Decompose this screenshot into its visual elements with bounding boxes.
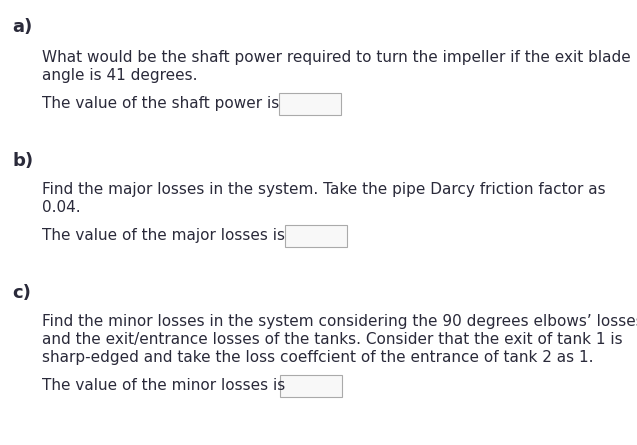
Text: a): a) (12, 18, 32, 36)
Text: and the exit/entrance losses of the tanks. Consider that the exit of tank 1 is: and the exit/entrance losses of the tank… (42, 332, 622, 347)
Text: Find the minor losses in the system considering the 90 degrees elbows’ losses: Find the minor losses in the system cons… (42, 314, 637, 329)
Text: angle is 41 degrees.: angle is 41 degrees. (42, 68, 197, 83)
Text: What would be the shaft power required to turn the impeller if the exit blade: What would be the shaft power required t… (42, 50, 631, 65)
Text: b): b) (12, 152, 33, 170)
Text: sharp-edged and take the loss coeffcient of the entrance of tank 2 as 1.: sharp-edged and take the loss coeffcient… (42, 350, 594, 365)
Text: c): c) (12, 284, 31, 302)
Text: The value of the major losses is: The value of the major losses is (42, 228, 285, 243)
Bar (280, 375, 342, 397)
Bar (279, 93, 341, 115)
Text: 0.04.: 0.04. (42, 200, 81, 215)
Text: Find the major losses in the system. Take the pipe Darcy friction factor as: Find the major losses in the system. Tak… (42, 182, 606, 197)
Text: The value of the shaft power is: The value of the shaft power is (42, 96, 279, 111)
Text: The value of the minor losses is: The value of the minor losses is (42, 378, 285, 393)
Bar (285, 225, 347, 247)
